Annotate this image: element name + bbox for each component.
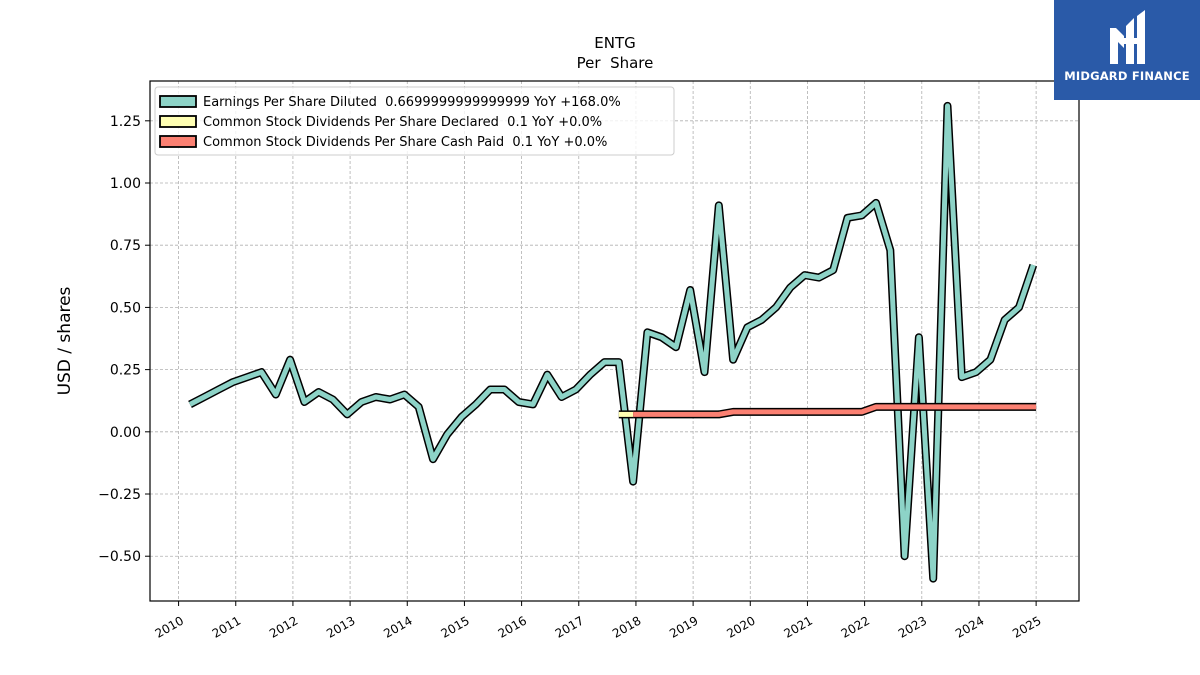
x-tick-label: 2021 [781,613,814,640]
legend-swatch [159,115,197,128]
legend-entry: Common Stock Dividends Per Share Declare… [159,115,602,130]
y-tick-label: 0.50 [110,300,141,316]
legend-swatch [159,135,197,148]
y-tick-label: 0.00 [110,425,141,441]
legend: Earnings Per Share Diluted 0.66999999999… [154,86,675,156]
x-tick-label: 2022 [839,613,872,640]
x-tick-label: 2018 [610,613,643,640]
x-tick-label: 2013 [324,613,357,640]
legend-entry: Earnings Per Share Diluted 0.66999999999… [159,95,621,110]
legend-frame [154,86,675,156]
x-tick-label: 2019 [667,613,700,640]
x-tick-label: 2025 [1010,613,1043,640]
brand-logo: MIDGARD FINANCE [1054,0,1200,100]
y-tick-label: −0.50 [98,549,141,565]
y-tick-label: −0.25 [98,487,141,503]
legend-label: Common Stock Dividends Per Share Declare… [203,115,602,130]
y-tick-label: 1.00 [110,176,141,192]
x-tick-label: 2020 [724,613,757,640]
grid-lines [150,81,1079,601]
legend-swatch [159,95,197,108]
x-tick-label: 2015 [438,613,471,640]
x-tick-label: 2012 [267,613,300,640]
series-2 [633,402,1037,419]
y-tick-label: 0.75 [110,238,141,254]
x-tick-label: 2010 [153,613,186,640]
x-tick-label: 2011 [210,613,243,640]
x-tick-label: 2024 [953,613,986,640]
y-tick-label: 0.25 [110,363,141,379]
chart-title: ENTG [594,34,635,52]
series-0 [188,101,1038,583]
legend-label: Earnings Per Share Diluted 0.66999999999… [203,95,621,110]
series-lines [188,101,1038,583]
x-tick-label: 2017 [553,613,586,640]
plot-frame [149,80,1080,602]
legend-entry: Common Stock Dividends Per Share Cash Pa… [159,135,607,150]
x-tick-label: 2014 [381,613,414,640]
series-line [633,404,1037,417]
brand-name: MIDGARD FINANCE [1064,69,1190,83]
y-tick-label: 1.25 [110,114,141,130]
series-line [188,103,1036,582]
legend-label: Common Stock Dividends Per Share Cash Pa… [203,135,607,150]
chart-subtitle: Per Share [577,54,654,72]
x-tick-label: 2023 [896,613,929,640]
midgard-mark-icon [1110,10,1145,64]
x-tick-label: 2016 [496,613,529,640]
y-axis-label: USD / shares [55,286,75,395]
